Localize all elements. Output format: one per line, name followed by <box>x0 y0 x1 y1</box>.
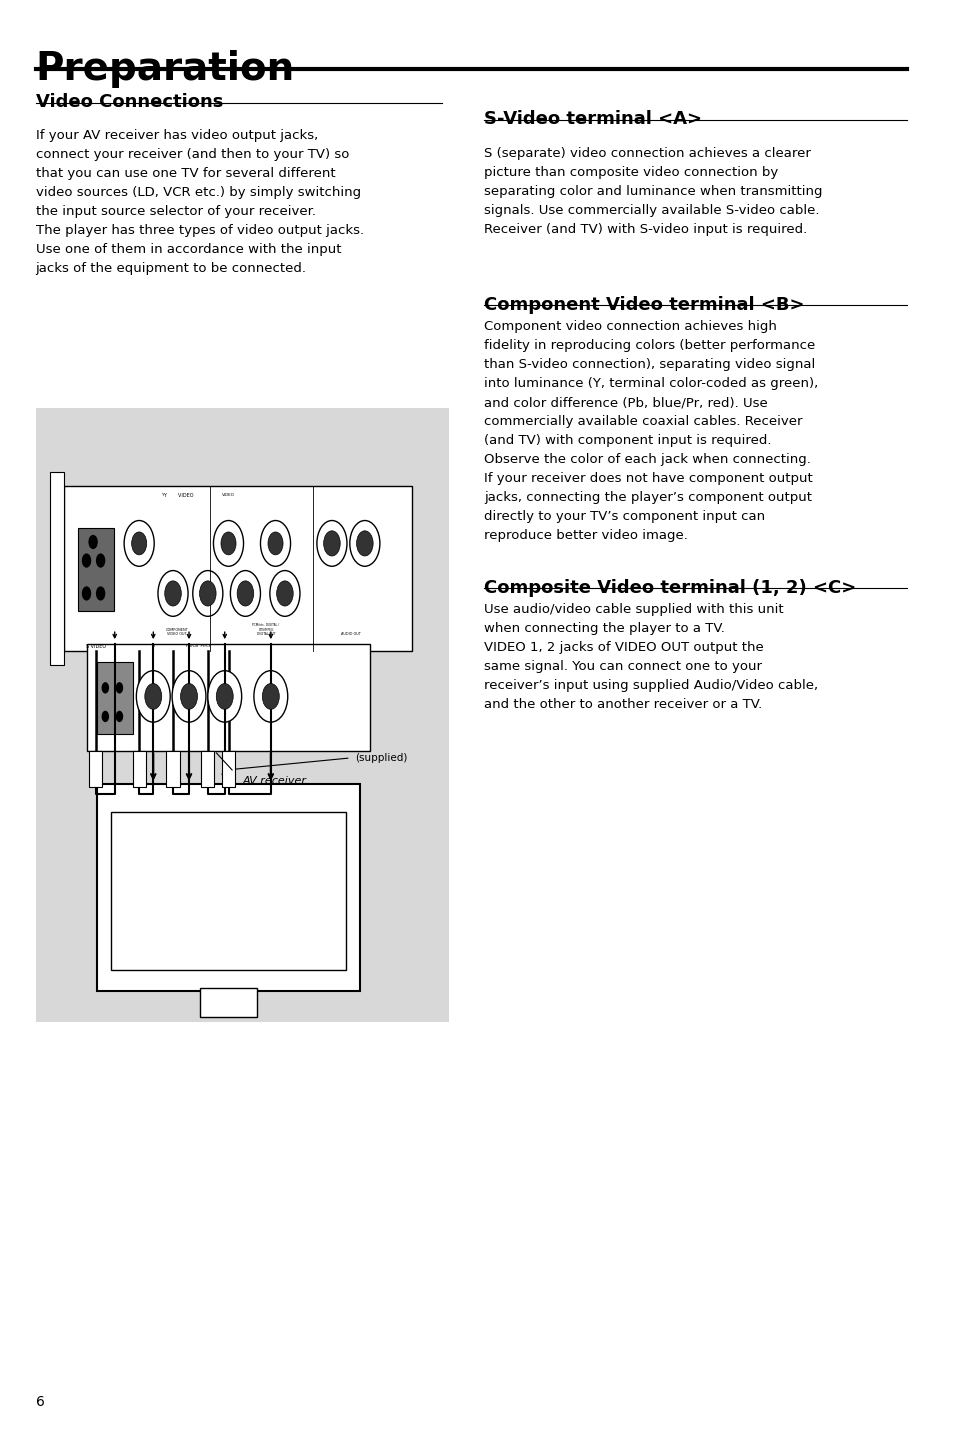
Bar <box>97 784 360 991</box>
Bar <box>78 528 113 611</box>
Circle shape <box>96 553 105 568</box>
Circle shape <box>268 532 283 555</box>
Circle shape <box>213 521 243 566</box>
Circle shape <box>323 531 340 556</box>
Text: Y: Y <box>161 493 164 498</box>
Circle shape <box>158 571 188 616</box>
Circle shape <box>230 571 260 616</box>
Circle shape <box>208 671 241 722</box>
Circle shape <box>193 571 223 616</box>
Bar <box>132 751 146 786</box>
Circle shape <box>172 671 206 722</box>
Circle shape <box>237 581 253 606</box>
Circle shape <box>136 671 170 722</box>
Bar <box>35 408 449 1022</box>
Bar <box>200 988 256 1017</box>
Text: Y: Y <box>152 644 154 648</box>
Circle shape <box>115 682 123 694</box>
Circle shape <box>270 571 299 616</box>
Text: VIDEO: VIDEO <box>222 493 234 498</box>
Text: S-Video terminal <A>: S-Video terminal <A> <box>484 110 701 129</box>
Text: Preparation: Preparation <box>35 50 294 89</box>
Text: PCM/etc. DIGITAL /
DTS/MPEG
DIGITAL OUT: PCM/etc. DIGITAL / DTS/MPEG DIGITAL OUT <box>253 623 279 636</box>
Text: COMPONENT
VIDEO OUT: COMPONENT VIDEO OUT <box>165 628 188 636</box>
Circle shape <box>350 521 379 566</box>
Bar <box>111 812 346 970</box>
Circle shape <box>262 684 279 709</box>
Bar <box>64 486 412 651</box>
Circle shape <box>165 581 181 606</box>
Circle shape <box>82 553 91 568</box>
Bar <box>166 751 179 786</box>
Text: AUDIO OUT: AUDIO OUT <box>340 632 360 636</box>
Circle shape <box>124 521 154 566</box>
Bar <box>50 472 64 665</box>
Text: Component video connection achieves high
fidelity in reproducing colors (better : Component video connection achieves high… <box>484 320 818 542</box>
Circle shape <box>316 521 347 566</box>
Text: Use audio/video cable supplied with this unit
when connecting the player to a TV: Use audio/video cable supplied with this… <box>484 603 818 712</box>
Text: AV receiver: AV receiver <box>242 776 306 786</box>
Text: Y        VIDEO: Y VIDEO <box>163 493 193 498</box>
Text: Video Connections: Video Connections <box>35 93 223 112</box>
Circle shape <box>82 586 91 601</box>
Circle shape <box>96 586 105 601</box>
Circle shape <box>101 711 109 722</box>
Circle shape <box>89 535 98 549</box>
Circle shape <box>221 532 235 555</box>
Text: 6: 6 <box>35 1394 45 1409</box>
Text: If your AV receiver has video output jacks,
connect your receiver (and then to y: If your AV receiver has video output jac… <box>35 129 363 275</box>
Circle shape <box>253 671 288 722</box>
Bar <box>222 751 234 786</box>
Circle shape <box>216 684 233 709</box>
Circle shape <box>101 682 109 694</box>
Circle shape <box>115 711 123 722</box>
Text: Pb/Cb  Pr/Cr: Pb/Cb Pr/Cr <box>186 644 211 648</box>
Circle shape <box>132 532 147 555</box>
Bar <box>90 751 102 786</box>
Text: Component Video terminal <B>: Component Video terminal <B> <box>484 296 804 315</box>
Bar <box>97 662 132 734</box>
Bar <box>201 751 214 786</box>
Text: Composite Video terminal (1, 2) <C>: Composite Video terminal (1, 2) <C> <box>484 579 856 598</box>
Text: (supplied): (supplied) <box>355 754 407 762</box>
Circle shape <box>180 684 197 709</box>
Circle shape <box>276 581 293 606</box>
Text: S (separate) video connection achieves a clearer
picture than composite video co: S (separate) video connection achieves a… <box>484 147 821 236</box>
Circle shape <box>145 684 162 709</box>
Circle shape <box>199 581 216 606</box>
Text: S VIDEO: S VIDEO <box>86 644 106 648</box>
Circle shape <box>260 521 291 566</box>
Circle shape <box>356 531 373 556</box>
Bar <box>88 644 369 751</box>
